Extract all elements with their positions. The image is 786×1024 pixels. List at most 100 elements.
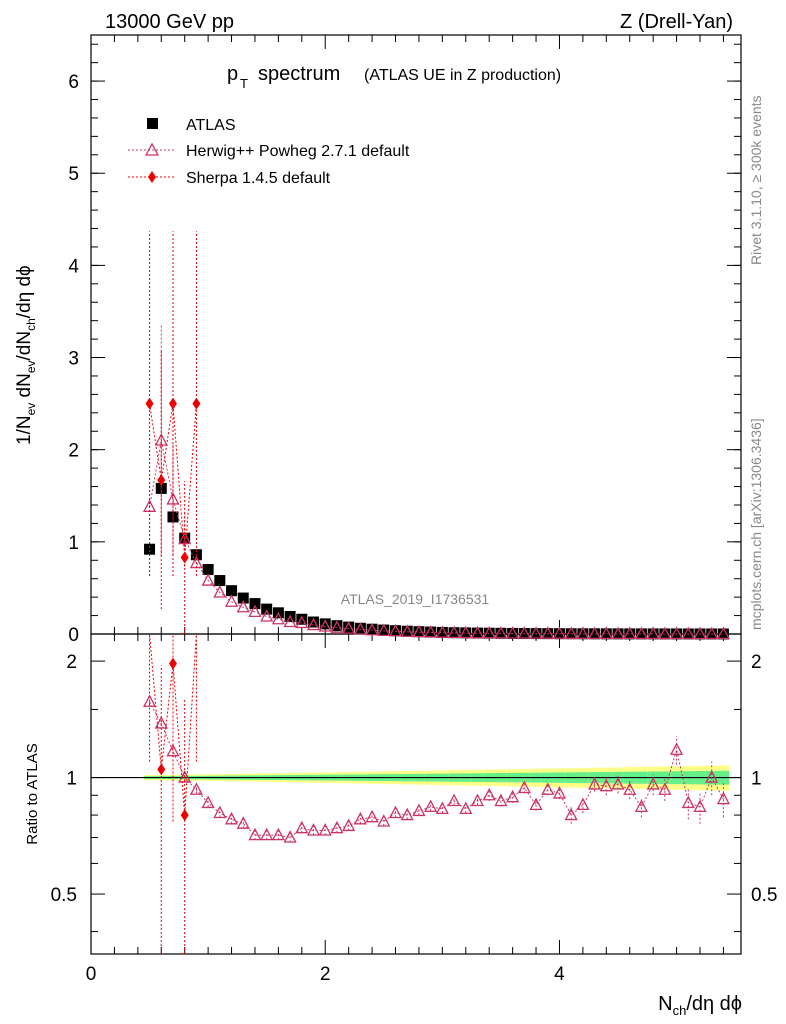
plot-title: p T spectrum (ATLAS UE in Z production) [227, 63, 561, 91]
herwig-point [353, 622, 367, 635]
sherpa-point [157, 474, 166, 487]
herwig-point [283, 614, 297, 628]
atlas-point [612, 628, 624, 640]
herwig-ratio-point [166, 743, 180, 757]
herwig-point [412, 624, 426, 638]
herwig-ratio-point [377, 814, 391, 827]
herwig-ratio-point [564, 807, 578, 821]
mcplots-label: mcplots.cern.ch [arXiv:1306.3436] [748, 418, 764, 630]
title-main: spectrum [258, 63, 340, 85]
sherpa-point [168, 397, 177, 410]
sherpa-ratio-point [157, 763, 166, 776]
herwig-ratio-point [529, 797, 543, 811]
legend-herwig-label: Herwig++ Powheg 2.7.1 default [186, 143, 410, 160]
ylabel-c: /dN [14, 331, 35, 361]
herwig-point [248, 604, 262, 618]
herwig-point [693, 626, 707, 640]
atlas-point [635, 628, 647, 640]
herwig-ratio-point [517, 780, 531, 794]
ratio-y-tick-label-right: 0.5 [751, 885, 777, 906]
herwig-point [705, 626, 719, 640]
ylabel-a-sub: ev [24, 403, 38, 416]
herwig-ratio-point [318, 823, 332, 836]
atlas-point [226, 585, 238, 597]
herwig-point [424, 625, 438, 638]
atlas-point [436, 626, 448, 638]
atlas-point [589, 628, 601, 640]
main-y-tick-label: 4 [68, 256, 79, 277]
atlas-point [600, 628, 612, 640]
herwig-point [260, 609, 274, 622]
energy-label: 13000 GeV pp [105, 11, 234, 33]
ylabel-c-sub: ch [24, 318, 38, 331]
herwig-point [716, 626, 731, 640]
herwig-ratio-point [459, 801, 473, 815]
sherpa-ratio-point [168, 657, 177, 670]
herwig-point [681, 626, 695, 640]
rivet-label: Rivet 3.1.10, ≥ 300k events [748, 95, 764, 265]
herwig-point [470, 625, 485, 639]
ratio-y-tick-label: 1 [66, 769, 77, 790]
herwig-ratio-point [142, 694, 157, 707]
herwig-ratio-point [716, 791, 731, 805]
sherpa-main-line [149, 403, 197, 558]
atlas-point [202, 563, 214, 575]
herwig-ratio-point [494, 793, 508, 807]
herwig-ratio-point [599, 778, 613, 792]
herwig-point [517, 626, 531, 639]
herwig-point [342, 621, 356, 634]
x-tick-label: 0 [86, 964, 97, 985]
herwig-point [482, 625, 496, 639]
herwig-ratio-point [435, 801, 449, 815]
herwig-point [599, 626, 613, 640]
legend-sherpa-label: Sherpa 1.4.5 default [186, 170, 331, 187]
herwig-ratio-point [482, 787, 496, 801]
herwig-point [236, 599, 250, 613]
herwig-ratio-point [470, 793, 485, 807]
herwig-point [588, 626, 602, 639]
ylabel-d: /dη dϕ [14, 265, 35, 318]
herwig-ratio-point [353, 811, 367, 825]
herwig-point [388, 623, 403, 637]
atlas-point [237, 592, 249, 604]
main-y-axis-label: 1/Nev dNev/dNch/dη dϕ [14, 265, 38, 445]
ylabel-b: dN [14, 373, 35, 403]
herwig-point [447, 625, 461, 639]
herwig-point [166, 492, 180, 505]
main-y-tick-label: 0 [68, 625, 79, 646]
main-y-tick-label: 6 [68, 72, 79, 93]
ratio-y-axis-label: Ratio to ATLAS [24, 743, 41, 844]
herwig-ratio-point [658, 782, 672, 795]
herwig-point [506, 626, 520, 639]
herwig-ratio-point [330, 820, 344, 834]
herwig-main-line [149, 440, 724, 635]
herwig-point [658, 626, 672, 640]
title-p: p [227, 63, 238, 85]
herwig-ratio-point [271, 827, 285, 841]
main-y-tick-label: 2 [68, 441, 79, 462]
herwig-ratio-point [634, 799, 649, 813]
herwig-ratio-point [342, 818, 356, 832]
herwig-ratio-point [400, 807, 414, 821]
herwig-ratio-point [295, 820, 309, 834]
herwig-point [670, 626, 684, 640]
herwig-point [318, 619, 332, 632]
herwig-point [178, 531, 192, 545]
x-axis-label: Nch/dη dϕ [658, 993, 742, 1018]
atlas-point [296, 613, 308, 625]
legend-atlas-label: ATLAS [186, 117, 236, 134]
herwig-ratio-point [541, 782, 555, 795]
herwig-ratio-point [154, 716, 168, 729]
atlas-point [401, 625, 413, 637]
sherpa-point [180, 551, 189, 564]
atlas-point [471, 627, 483, 639]
atlas-point [308, 616, 320, 628]
herwig-point [377, 623, 391, 637]
herwig-point [634, 626, 649, 640]
sherpa-point [192, 397, 201, 410]
analysis-watermark: ATLAS_2019_I1736531 [341, 591, 490, 607]
sherpa-ratio-point [180, 809, 189, 822]
herwig-ratio-point [201, 795, 215, 809]
main-y-tick-label: 5 [68, 164, 79, 185]
